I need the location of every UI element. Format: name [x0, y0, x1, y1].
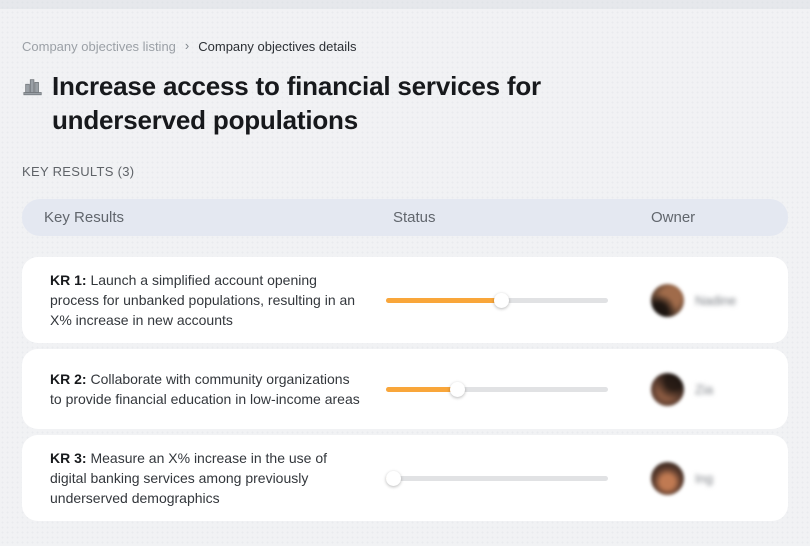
avatar [651, 372, 684, 406]
chevron-right-icon: › [184, 38, 190, 53]
kr-description: KR 2: Collaborate with community organiz… [22, 369, 393, 409]
progress-slider[interactable] [385, 470, 608, 486]
column-header-key-results: Key Results [44, 209, 125, 226]
city-buildings-icon [22, 76, 44, 98]
avatar [651, 461, 684, 495]
avatar [651, 283, 684, 317]
key-results-section-label: KEY RESULTS (3) [22, 164, 135, 179]
kr-description: KR 3: Measure an X% increase in the use … [22, 448, 393, 508]
kr-description: KR 1: Launch a simplified account openin… [22, 270, 393, 330]
slider-knob[interactable] [450, 381, 466, 397]
column-header-owner: Owner [651, 209, 696, 226]
objective-details-page: Company objectives listing › Company obj… [0, 38, 810, 521]
breadcrumb: Company objectives listing › Company obj… [22, 38, 788, 54]
slider-track[interactable] [386, 475, 608, 481]
slider-track[interactable] [386, 386, 608, 392]
kr-label: KR 3: [50, 450, 87, 466]
kr-label: KR 2: [50, 371, 87, 387]
slider-fill [386, 386, 458, 392]
kr-description-text: Launch a simplified account opening proc… [50, 272, 356, 328]
top-edge-band [0, 0, 810, 9]
table-row[interactable]: KR 1: Launch a simplified account openin… [22, 257, 788, 343]
table-header: Key Results Status Owner [22, 199, 788, 236]
table-row[interactable]: KR 3: Measure an X% increase in the use … [22, 435, 788, 521]
key-results-list: KR 1: Launch a simplified account openin… [22, 257, 788, 521]
slider-knob[interactable] [385, 470, 401, 486]
owner-name: Ing [695, 470, 714, 486]
column-header-status: Status [393, 209, 436, 226]
progress-slider[interactable] [386, 292, 608, 308]
progress-slider[interactable] [386, 381, 608, 397]
kr-description-text: Measure an X% increase in the use of dig… [50, 450, 328, 506]
owner-cell: Zia [651, 372, 788, 406]
kr-description-text: Collaborate with community organizations… [50, 371, 360, 407]
owner-name: Zia [695, 381, 714, 397]
kr-label: KR 1: [50, 272, 87, 288]
owner-cell: Ing [651, 461, 788, 495]
page-title: Increase access to financial services fo… [52, 71, 541, 135]
slider-knob[interactable] [494, 292, 510, 308]
owner-cell: Nadine [651, 283, 788, 317]
breadcrumb-objectives-listing[interactable]: Company objectives listing [22, 39, 176, 54]
table-row[interactable]: KR 2: Collaborate with community organiz… [22, 349, 788, 429]
owner-name: Nadine [695, 292, 737, 308]
slider-fill [386, 297, 502, 303]
breadcrumb-objectives-details: Company objectives details [198, 39, 357, 54]
